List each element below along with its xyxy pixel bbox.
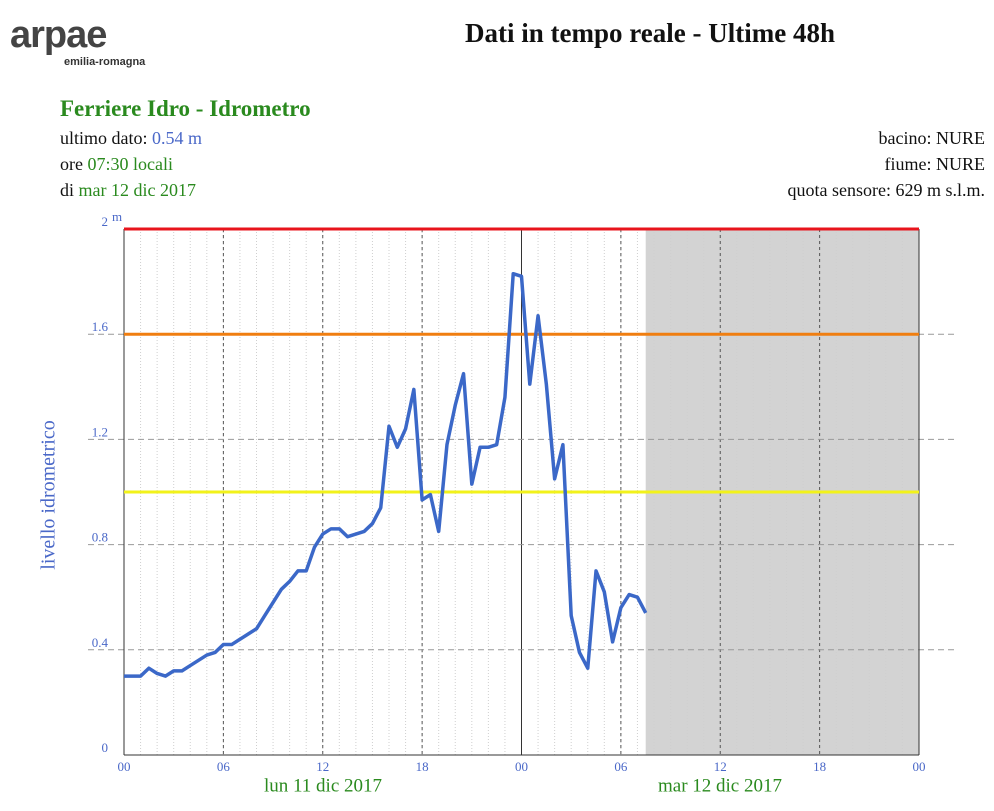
x-tick-label: 00 <box>515 759 528 774</box>
x-tick-label: 18 <box>813 759 826 774</box>
sensor-altitude: quota sensore: 629 m s.l.m. <box>787 180 985 200</box>
info-row: ultimo dato: 0.54 m <box>60 128 202 149</box>
date-label: lun 11 dic 2017 <box>264 775 382 796</box>
station-name: Ferriere Idro - Idrometro <box>60 96 311 121</box>
data-line <box>124 271 648 678</box>
label: ultimo dato: <box>60 128 148 148</box>
info-row: ore 07:30 locali <box>60 154 173 175</box>
y-tick-label: 0 <box>102 740 109 755</box>
x-tick-label: 18 <box>416 759 429 774</box>
y-unit: m <box>112 209 122 224</box>
page-title: Dati in tempo reale - Ultime 48h <box>465 18 835 48</box>
x-tick-label: 12 <box>714 759 727 774</box>
river: fiume: NURE <box>884 154 986 174</box>
x-tick-label: 06 <box>614 759 628 774</box>
x-tick-label: 00 <box>913 759 926 774</box>
info-row: di mar 12 dic 2017 <box>60 180 196 201</box>
basin: bacino: NURE <box>878 128 985 148</box>
value: 0.54 m <box>152 128 203 148</box>
x-tick-label: 06 <box>217 759 231 774</box>
logo-subtitle: emilia-romagna <box>64 56 146 68</box>
logo: arpae <box>10 14 107 56</box>
date-label: mar 12 dic 2017 <box>658 775 782 796</box>
y-tick-label: 2 <box>102 214 109 229</box>
y-tick-label: 0.8 <box>92 530 108 545</box>
y-tick-label: 1.2 <box>92 424 108 439</box>
y-tick-label: 0.4 <box>92 635 109 650</box>
y-axis-title: livello idrometrico <box>38 420 60 569</box>
x-tick-label: 00 <box>118 759 131 774</box>
value: 07:30 locali <box>87 154 173 174</box>
value: mar 12 dic 2017 <box>78 180 196 200</box>
label: di <box>60 180 75 200</box>
x-tick-label: 12 <box>316 759 329 774</box>
label: ore <box>60 154 83 174</box>
y-tick-label: 1.6 <box>92 319 109 334</box>
